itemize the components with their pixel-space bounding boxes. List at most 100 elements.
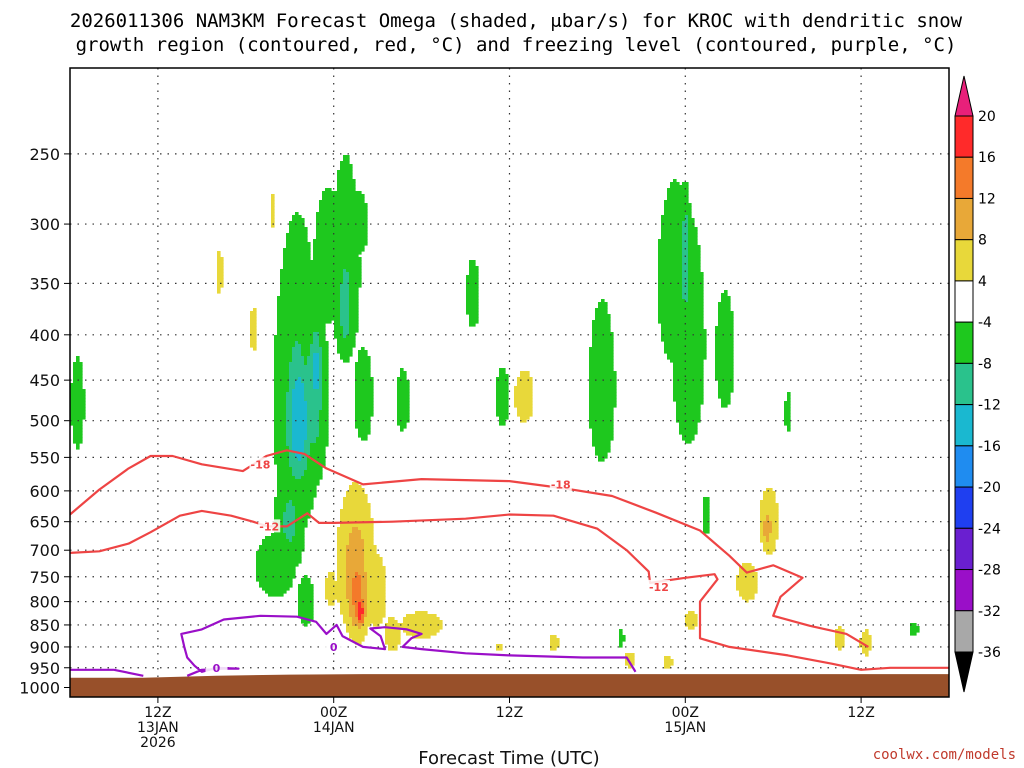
omega-cell bbox=[619, 638, 626, 642]
omega-cell bbox=[295, 455, 302, 459]
omega-cell bbox=[349, 305, 359, 309]
omega-cell bbox=[301, 578, 311, 582]
omega-cell bbox=[319, 419, 329, 423]
omega-cell bbox=[676, 413, 701, 417]
omega-cell bbox=[217, 257, 224, 261]
omega-cell bbox=[688, 248, 701, 252]
omega-cell bbox=[721, 293, 728, 297]
omega-cell bbox=[316, 230, 368, 234]
omega-cell bbox=[358, 527, 374, 531]
omega-cell bbox=[76, 359, 80, 363]
omega-cell bbox=[658, 314, 704, 318]
omega-cell bbox=[295, 521, 308, 525]
omega-cell bbox=[361, 347, 365, 351]
omega-cell bbox=[274, 392, 287, 396]
omega-cell bbox=[589, 416, 614, 420]
x-tick-label: 00Z bbox=[320, 705, 347, 721]
omega-cell bbox=[517, 383, 533, 387]
omega-cell bbox=[349, 296, 359, 300]
colorbar-top-arrow bbox=[954, 75, 974, 117]
contour-label: -12 bbox=[259, 520, 279, 533]
colorbar-label: 4 bbox=[978, 274, 987, 290]
omega-cell bbox=[469, 314, 479, 318]
omega-cell bbox=[271, 215, 275, 219]
omega-cell bbox=[679, 422, 698, 426]
omega-cell bbox=[316, 218, 368, 222]
omega-cell bbox=[496, 377, 509, 381]
omega-cell bbox=[661, 236, 683, 240]
omega-cell bbox=[346, 572, 356, 576]
omega-cell bbox=[355, 401, 374, 405]
omega-cell bbox=[70, 422, 83, 426]
omega-cell bbox=[283, 521, 296, 525]
omega-cell bbox=[787, 425, 791, 429]
omega-cell bbox=[676, 401, 704, 405]
omega-cell bbox=[289, 380, 296, 384]
omega-cell bbox=[703, 527, 710, 531]
omega-cell bbox=[352, 617, 359, 621]
omega-cell bbox=[319, 416, 329, 420]
omega-cell bbox=[514, 395, 533, 399]
omega-cell bbox=[343, 332, 350, 336]
omega-cell bbox=[346, 560, 365, 564]
omega-cell bbox=[340, 602, 350, 606]
omega-cell bbox=[340, 293, 350, 297]
omega-cell bbox=[343, 272, 350, 276]
omega-cell bbox=[337, 551, 347, 555]
omega-cell bbox=[628, 665, 632, 669]
omega-cell bbox=[766, 515, 770, 519]
omega-cell bbox=[352, 620, 359, 624]
omega-cell bbox=[343, 500, 368, 504]
omega-cell bbox=[250, 326, 257, 330]
omega-cell bbox=[322, 398, 329, 402]
omega-cell bbox=[349, 485, 362, 489]
omega-cell bbox=[661, 221, 683, 225]
omega-cell bbox=[304, 383, 314, 387]
omega-cell bbox=[349, 320, 359, 324]
omega-cell bbox=[346, 623, 353, 627]
omega-cell bbox=[349, 605, 356, 609]
omega-cell bbox=[658, 284, 683, 288]
colorbar-label: -20 bbox=[978, 480, 1001, 496]
omega-cell bbox=[322, 365, 329, 369]
contour-label-bg bbox=[647, 579, 670, 593]
omega-cell bbox=[355, 608, 359, 612]
omega-cell bbox=[673, 389, 704, 393]
omega-cell bbox=[280, 275, 344, 279]
omega-cell bbox=[769, 533, 779, 537]
omega-cell bbox=[715, 347, 734, 351]
omega-cell bbox=[676, 416, 701, 420]
omega-cell bbox=[595, 446, 611, 450]
omega-cell bbox=[340, 296, 350, 300]
omega-cell bbox=[739, 590, 758, 594]
omega-cell bbox=[469, 323, 476, 327]
omega-cell bbox=[715, 326, 734, 330]
omega-cell bbox=[310, 347, 323, 351]
omega-cell bbox=[682, 266, 689, 270]
omega-cell bbox=[319, 353, 323, 357]
omega-cell bbox=[352, 587, 362, 591]
omega-cell bbox=[274, 431, 287, 435]
omega-cell bbox=[286, 503, 293, 507]
y-tick-label: 400 bbox=[29, 326, 60, 345]
omega-cell bbox=[718, 323, 734, 327]
omega-cell bbox=[337, 575, 347, 579]
omega-cell bbox=[673, 362, 704, 366]
omega-cell bbox=[334, 335, 344, 339]
omega-cell bbox=[319, 209, 368, 213]
omega-cell bbox=[682, 281, 689, 285]
omega-cell bbox=[277, 482, 320, 486]
omega-cell bbox=[289, 371, 314, 375]
omega-cell bbox=[355, 605, 359, 609]
omega-cell bbox=[313, 383, 320, 387]
omega-cell bbox=[253, 308, 257, 312]
omega-cell bbox=[658, 254, 683, 258]
omega-cell bbox=[661, 227, 683, 231]
omega-cell bbox=[334, 323, 341, 327]
omega-cell bbox=[397, 377, 407, 381]
omega-cell bbox=[787, 398, 791, 402]
omega-cell bbox=[349, 314, 359, 318]
omega-cell bbox=[271, 533, 287, 537]
omega-cell bbox=[307, 431, 320, 435]
omega-cell bbox=[469, 263, 476, 267]
